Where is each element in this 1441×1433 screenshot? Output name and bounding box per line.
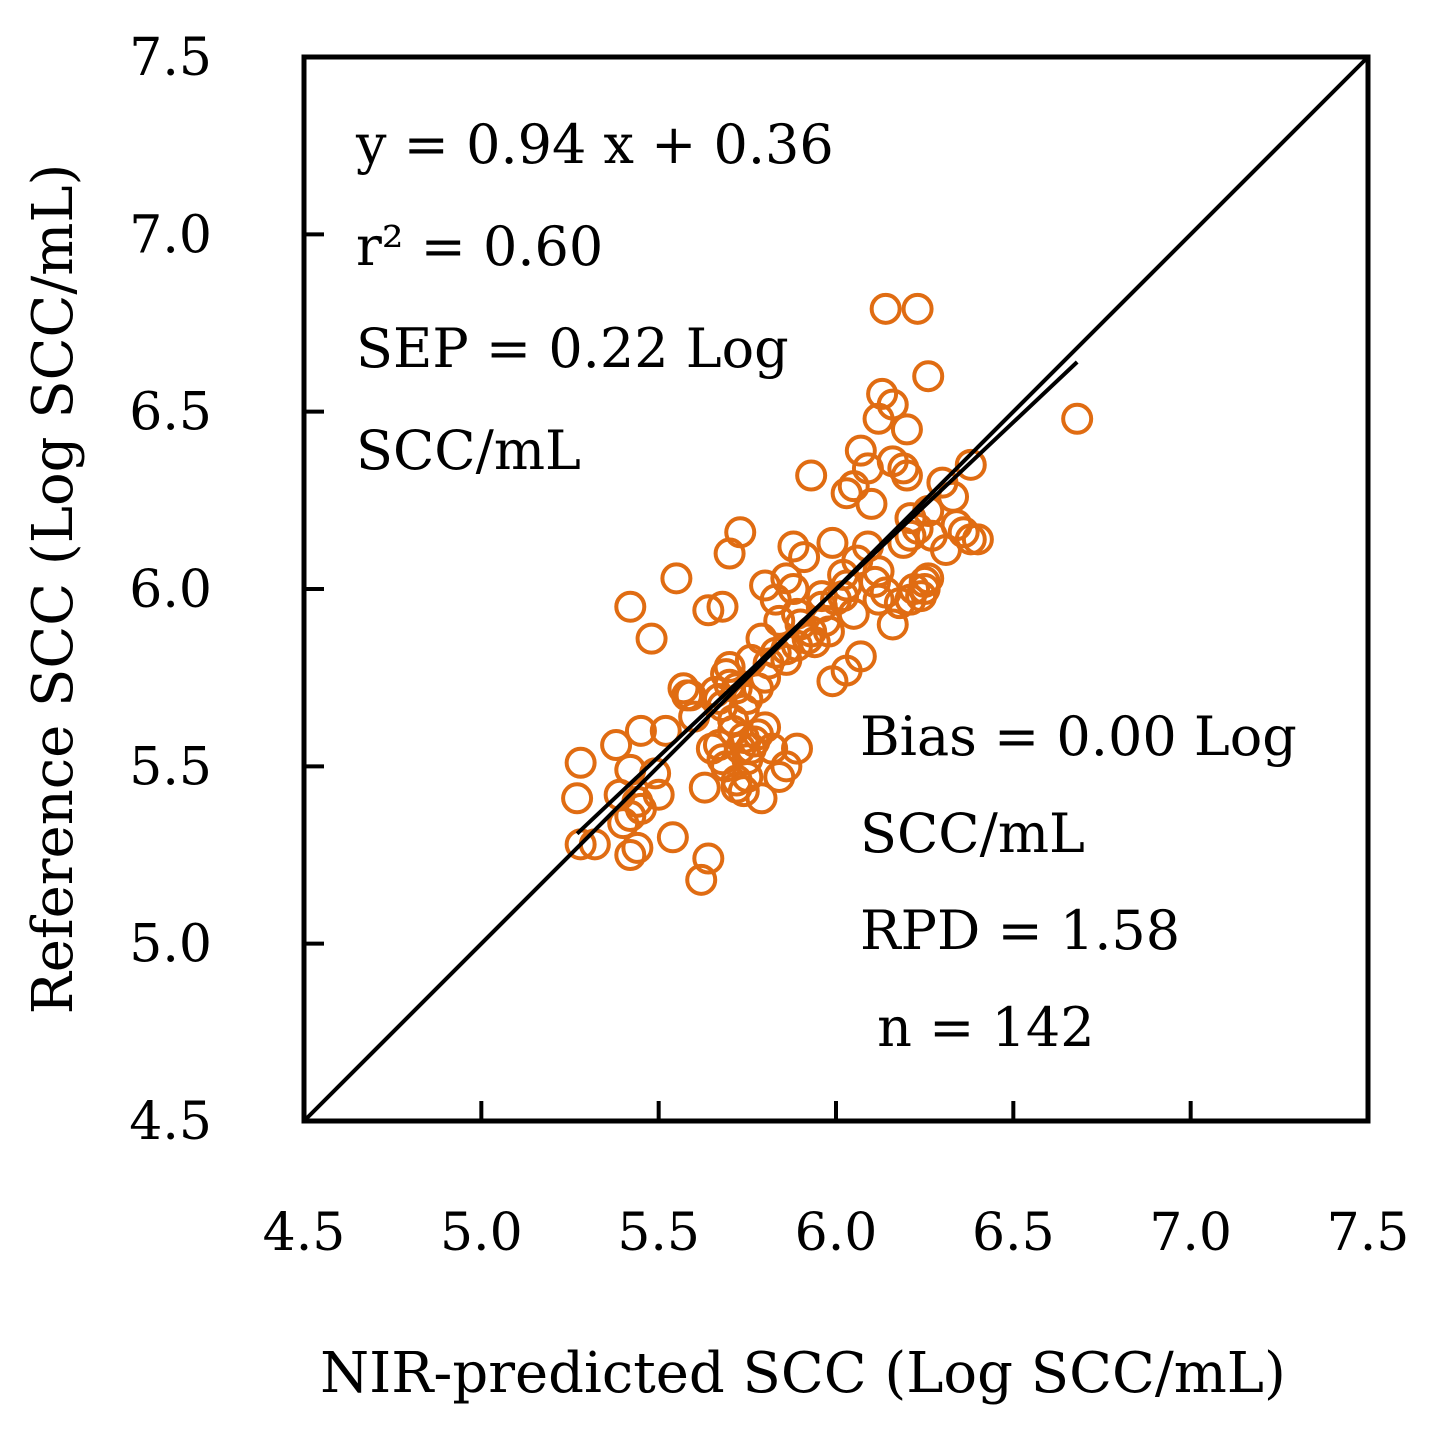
data-point [795, 459, 828, 492]
data-point [649, 714, 682, 747]
data-point [784, 608, 817, 641]
data-point [844, 434, 877, 467]
data-point [717, 714, 750, 747]
data-point [749, 711, 782, 744]
data-point [692, 842, 725, 875]
axis-ticks [304, 232, 1193, 1121]
x-tick-label: 5.5 [617, 1203, 700, 1263]
data-point [816, 665, 849, 698]
data-point [564, 746, 597, 779]
x-tick-label: 5.0 [440, 1203, 523, 1263]
data-point [837, 470, 870, 503]
y-tick-label: 7.0 [129, 205, 212, 265]
data-point [621, 831, 654, 864]
data-point [614, 839, 647, 871]
data-point [692, 594, 725, 627]
data-point [890, 413, 923, 446]
data-point [954, 448, 987, 481]
annotation-line: RPD = 1.58 [860, 899, 1180, 962]
plot-frame [301, 54, 1371, 1124]
data-point [656, 821, 689, 854]
data-point [600, 729, 633, 762]
data-point [727, 775, 760, 808]
x-tick-labels: 4.5 5.0 5.5 6.0 6.5 7.0 7.5 [263, 1203, 1410, 1263]
data-point [749, 569, 782, 602]
data-point [866, 377, 899, 410]
data-point [805, 580, 838, 613]
data-point [713, 668, 746, 701]
annotation-line: n = 142 [860, 996, 1095, 1059]
data-point [741, 718, 774, 751]
annotation-group-left: y = 0.94 x + 0.36 r² = 0.60 SEP = 0.22 Log… [355, 113, 834, 482]
data-point [688, 771, 721, 804]
y-tick-label: 6.5 [129, 383, 212, 443]
data-point [780, 732, 813, 765]
data-point [862, 402, 895, 435]
data-point [876, 608, 909, 641]
data-point [812, 615, 845, 648]
data-point [624, 714, 657, 747]
data-point [685, 863, 718, 896]
annotation-line: r² = 0.60 [356, 215, 603, 278]
data-point [724, 516, 757, 549]
data-point [561, 782, 594, 815]
y-tick-label: 6.0 [129, 560, 212, 620]
data-point [763, 760, 796, 793]
annotation-group-right: Bias = 0.00 Log SCC/mL RPD = 1.58 n = 142 [860, 705, 1297, 1059]
data-point [912, 360, 945, 393]
data-point [763, 604, 796, 637]
data-point [777, 530, 810, 563]
annotation-line: SCC/mL [356, 419, 581, 482]
y-axis-label: Reference SCC (Log SCC/mL) [21, 164, 86, 1015]
data-point [660, 562, 693, 595]
data-point [890, 459, 923, 492]
data-point [855, 487, 888, 520]
data-point [671, 679, 704, 712]
y-tick-label: 7.5 [129, 28, 212, 88]
data-point [869, 292, 902, 325]
data-point [862, 583, 895, 616]
x-tick-label: 4.5 [263, 1203, 346, 1263]
data-point [770, 643, 803, 676]
data-point [731, 760, 764, 793]
y-tick-labels: 4.5 5.0 5.5 6.0 6.5 7.0 7.5 [129, 28, 212, 1152]
x-tick-label: 6.0 [795, 1203, 878, 1263]
data-point [788, 541, 821, 574]
data-point [706, 590, 739, 623]
annotation-line: Bias = 0.00 Log [860, 705, 1297, 768]
x-tick-label: 7.5 [1327, 1203, 1410, 1263]
data-point [887, 526, 920, 559]
annotation-line: y = 0.94 x + 0.36 [355, 113, 834, 176]
y-tick-label: 4.5 [129, 1092, 212, 1152]
annotation-line: SCC/mL [860, 802, 1085, 865]
data-point [607, 807, 640, 840]
data-points [561, 292, 1094, 896]
x-axis-label: NIR-predicted SCC (Log SCC/mL) [320, 1341, 1286, 1406]
data-point [614, 590, 647, 623]
x-tick-label: 6.5 [972, 1203, 1055, 1263]
data-point [635, 622, 668, 655]
y-tick-label: 5.5 [129, 737, 212, 797]
regression-line [575, 360, 1079, 836]
x-tick-label: 7.0 [1149, 1203, 1232, 1263]
data-point [816, 526, 849, 559]
trend-lines [302, 55, 1370, 1123]
data-point [901, 292, 934, 325]
data-point [961, 523, 994, 556]
y-tick-label: 5.0 [129, 915, 212, 975]
data-point [837, 597, 870, 630]
data-point [908, 573, 941, 605]
annotation-line: SEP = 0.22 Log [356, 317, 789, 380]
data-point [1061, 402, 1094, 435]
